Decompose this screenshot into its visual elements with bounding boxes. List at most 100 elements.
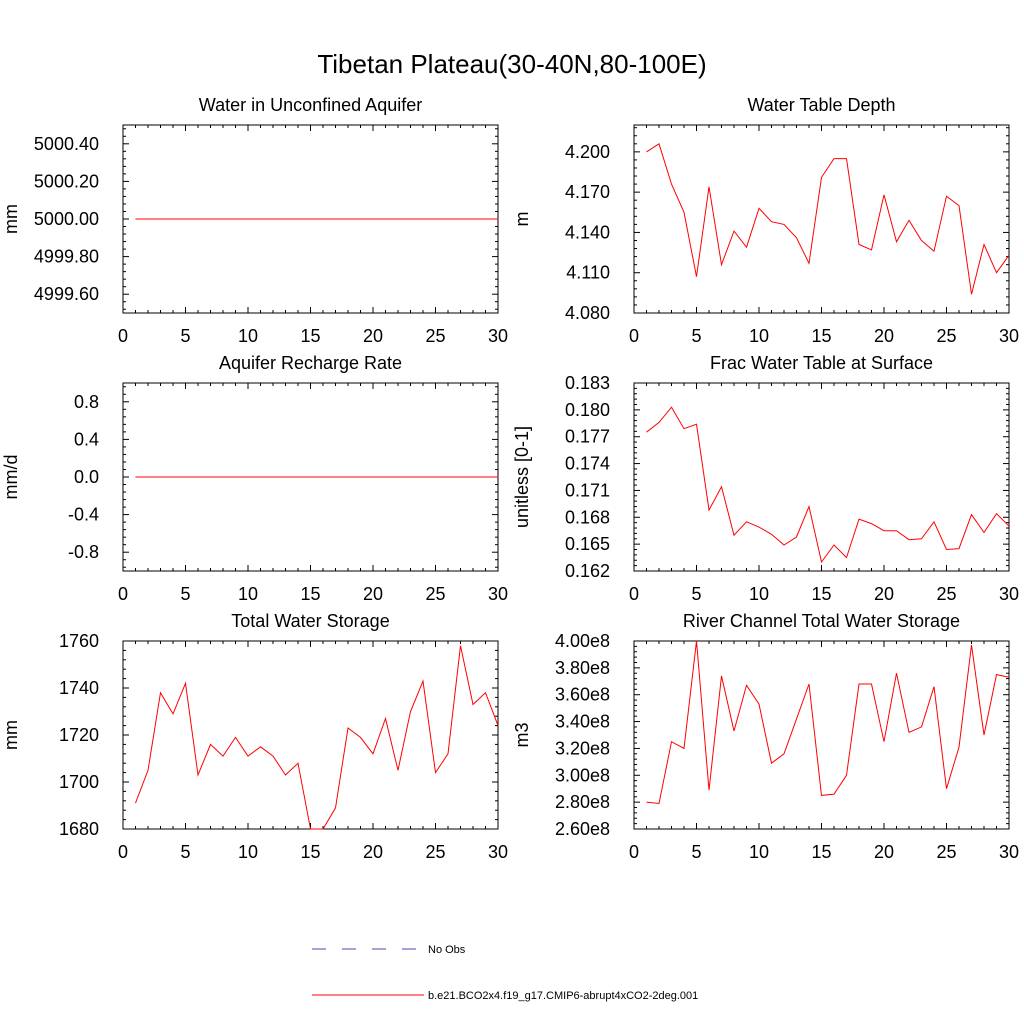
y-tick-label: 2.60e8 bbox=[555, 819, 610, 839]
x-tick-label: 0 bbox=[629, 842, 639, 862]
y-tick-label: 0.177 bbox=[565, 427, 610, 447]
y-tick-label: 0.180 bbox=[565, 400, 610, 420]
y-axis-label: mm/d bbox=[1, 455, 21, 500]
legend-obs-label: No Obs bbox=[428, 944, 466, 956]
y-tick-label: 4.140 bbox=[565, 222, 610, 242]
x-tick-label: 25 bbox=[936, 584, 956, 604]
y-tick-label: 0.165 bbox=[565, 534, 610, 554]
panel-grid: Water in Unconfined Aquifer mm 0 5 10 15 20 25 3… bbox=[1, 95, 1019, 862]
y-tick-label: -0.4 bbox=[68, 505, 99, 525]
y-tick-label: 0.8 bbox=[74, 392, 99, 412]
y-tick-label: 4999.80 bbox=[34, 247, 99, 267]
y-tick-label: 3.40e8 bbox=[555, 712, 610, 732]
chart-panel: Aquifer Recharge Rate mm/d 0 5 10 15 20 25 30 -0.… bbox=[1, 353, 508, 604]
plot-frame bbox=[122, 640, 499, 830]
y-tick-label: 0.168 bbox=[565, 507, 610, 527]
x-tick-label: 20 bbox=[874, 842, 894, 862]
x-tick-label: 5 bbox=[691, 584, 701, 604]
chart-panel: River Channel Total Water Storage m3 0 5 10 1… bbox=[512, 611, 1019, 862]
y-tick-label: 1760 bbox=[59, 631, 99, 651]
y-tick-label: 4.170 bbox=[565, 182, 610, 202]
x-tick-label: 0 bbox=[118, 584, 128, 604]
x-tick-label: 5 bbox=[180, 842, 190, 862]
y-tick-label: 1700 bbox=[59, 772, 99, 792]
y-tick-label: 4.080 bbox=[565, 303, 610, 323]
y-tick-label: 1720 bbox=[59, 725, 99, 745]
y-tick-label: 3.00e8 bbox=[555, 765, 610, 785]
y-axis-label: unitless [0-1] bbox=[512, 426, 532, 528]
x-tick-label: 10 bbox=[749, 584, 769, 604]
plot-frame bbox=[633, 640, 1010, 830]
y-axis-label: m bbox=[512, 212, 532, 227]
x-tick-label: 30 bbox=[999, 842, 1019, 862]
y-tick-label: 3.80e8 bbox=[555, 658, 610, 678]
x-tick-label: 20 bbox=[363, 584, 383, 604]
y-axis-label: mm bbox=[1, 204, 21, 234]
x-tick-label: 15 bbox=[811, 326, 831, 346]
legend-model-label: b.e21.BCO2x4.f19_g17.CMIP6-abrupt4xCO2-2… bbox=[428, 990, 698, 1002]
series-line bbox=[646, 640, 1010, 805]
x-tick-label: 20 bbox=[363, 842, 383, 862]
y-tick-label: 1680 bbox=[59, 819, 99, 839]
x-tick-label: 5 bbox=[180, 584, 190, 604]
y-tick-label: 4999.60 bbox=[34, 284, 99, 304]
x-tick-label: 15 bbox=[300, 584, 320, 604]
x-tick-label: 25 bbox=[425, 326, 445, 346]
series-line bbox=[646, 143, 1010, 295]
x-tick-label: 10 bbox=[749, 842, 769, 862]
x-tick-label: 5 bbox=[691, 842, 701, 862]
x-tick-label: 10 bbox=[749, 326, 769, 346]
y-tick-label: 0.183 bbox=[565, 373, 610, 393]
x-tick-label: 0 bbox=[118, 842, 128, 862]
panel-title: Aquifer Recharge Rate bbox=[219, 353, 402, 373]
y-tick-label: 0.162 bbox=[565, 561, 610, 581]
x-tick-label: 15 bbox=[811, 842, 831, 862]
panel-title: Total Water Storage bbox=[231, 611, 389, 631]
x-tick-label: 0 bbox=[118, 326, 128, 346]
x-tick-label: 5 bbox=[691, 326, 701, 346]
x-tick-label: 25 bbox=[936, 326, 956, 346]
x-tick-label: 15 bbox=[300, 326, 320, 346]
y-axis-label: mm bbox=[1, 720, 21, 750]
y-tick-label: 3.60e8 bbox=[555, 685, 610, 705]
x-tick-label: 20 bbox=[874, 584, 894, 604]
y-tick-label: 3.20e8 bbox=[555, 738, 610, 758]
y-tick-label: 0.0 bbox=[74, 467, 99, 487]
panel-title: Water Table Depth bbox=[747, 95, 895, 115]
x-tick-label: 10 bbox=[238, 842, 258, 862]
panel-title: River Channel Total Water Storage bbox=[683, 611, 960, 631]
y-tick-label: 2.80e8 bbox=[555, 792, 610, 812]
y-tick-label: 5000.40 bbox=[34, 134, 99, 154]
y-tick-label: 1740 bbox=[59, 678, 99, 698]
y-tick-label: -0.8 bbox=[68, 542, 99, 562]
legend: No Obs b.e21.BCO2x4.f19_g17.CMIP6-abrupt… bbox=[312, 944, 698, 1002]
chart-panel: Frac Water Table at Surface unitless [0-1… bbox=[512, 353, 1019, 604]
x-tick-label: 30 bbox=[488, 584, 508, 604]
y-tick-label: 0.174 bbox=[565, 454, 610, 474]
x-tick-label: 20 bbox=[874, 326, 894, 346]
x-tick-label: 15 bbox=[300, 842, 320, 862]
x-tick-label: 25 bbox=[425, 842, 445, 862]
x-tick-label: 15 bbox=[811, 584, 831, 604]
plot-frame bbox=[633, 382, 1010, 572]
x-tick-label: 10 bbox=[238, 326, 258, 346]
series-line bbox=[646, 406, 1010, 564]
x-tick-label: 0 bbox=[629, 584, 639, 604]
x-tick-label: 30 bbox=[488, 842, 508, 862]
x-tick-label: 20 bbox=[363, 326, 383, 346]
y-tick-label: 4.00e8 bbox=[555, 631, 610, 651]
y-tick-label: 0.171 bbox=[565, 480, 610, 500]
figure-title: Tibetan Plateau(30-40N,80-100E) bbox=[317, 49, 706, 79]
x-tick-label: 30 bbox=[999, 584, 1019, 604]
x-tick-label: 10 bbox=[238, 584, 258, 604]
x-tick-label: 5 bbox=[180, 326, 190, 346]
y-tick-label: 4.200 bbox=[565, 142, 610, 162]
chart-panel: Water in Unconfined Aquifer mm 0 5 10 15 20 25 3… bbox=[1, 95, 508, 346]
y-tick-label: 4.110 bbox=[566, 263, 610, 283]
panel-title: Water in Unconfined Aquifer bbox=[199, 95, 422, 115]
y-tick-label: 5000.20 bbox=[34, 171, 99, 191]
panel-title: Frac Water Table at Surface bbox=[710, 353, 933, 373]
x-tick-label: 0 bbox=[629, 326, 639, 346]
y-axis-label: m3 bbox=[512, 722, 532, 747]
